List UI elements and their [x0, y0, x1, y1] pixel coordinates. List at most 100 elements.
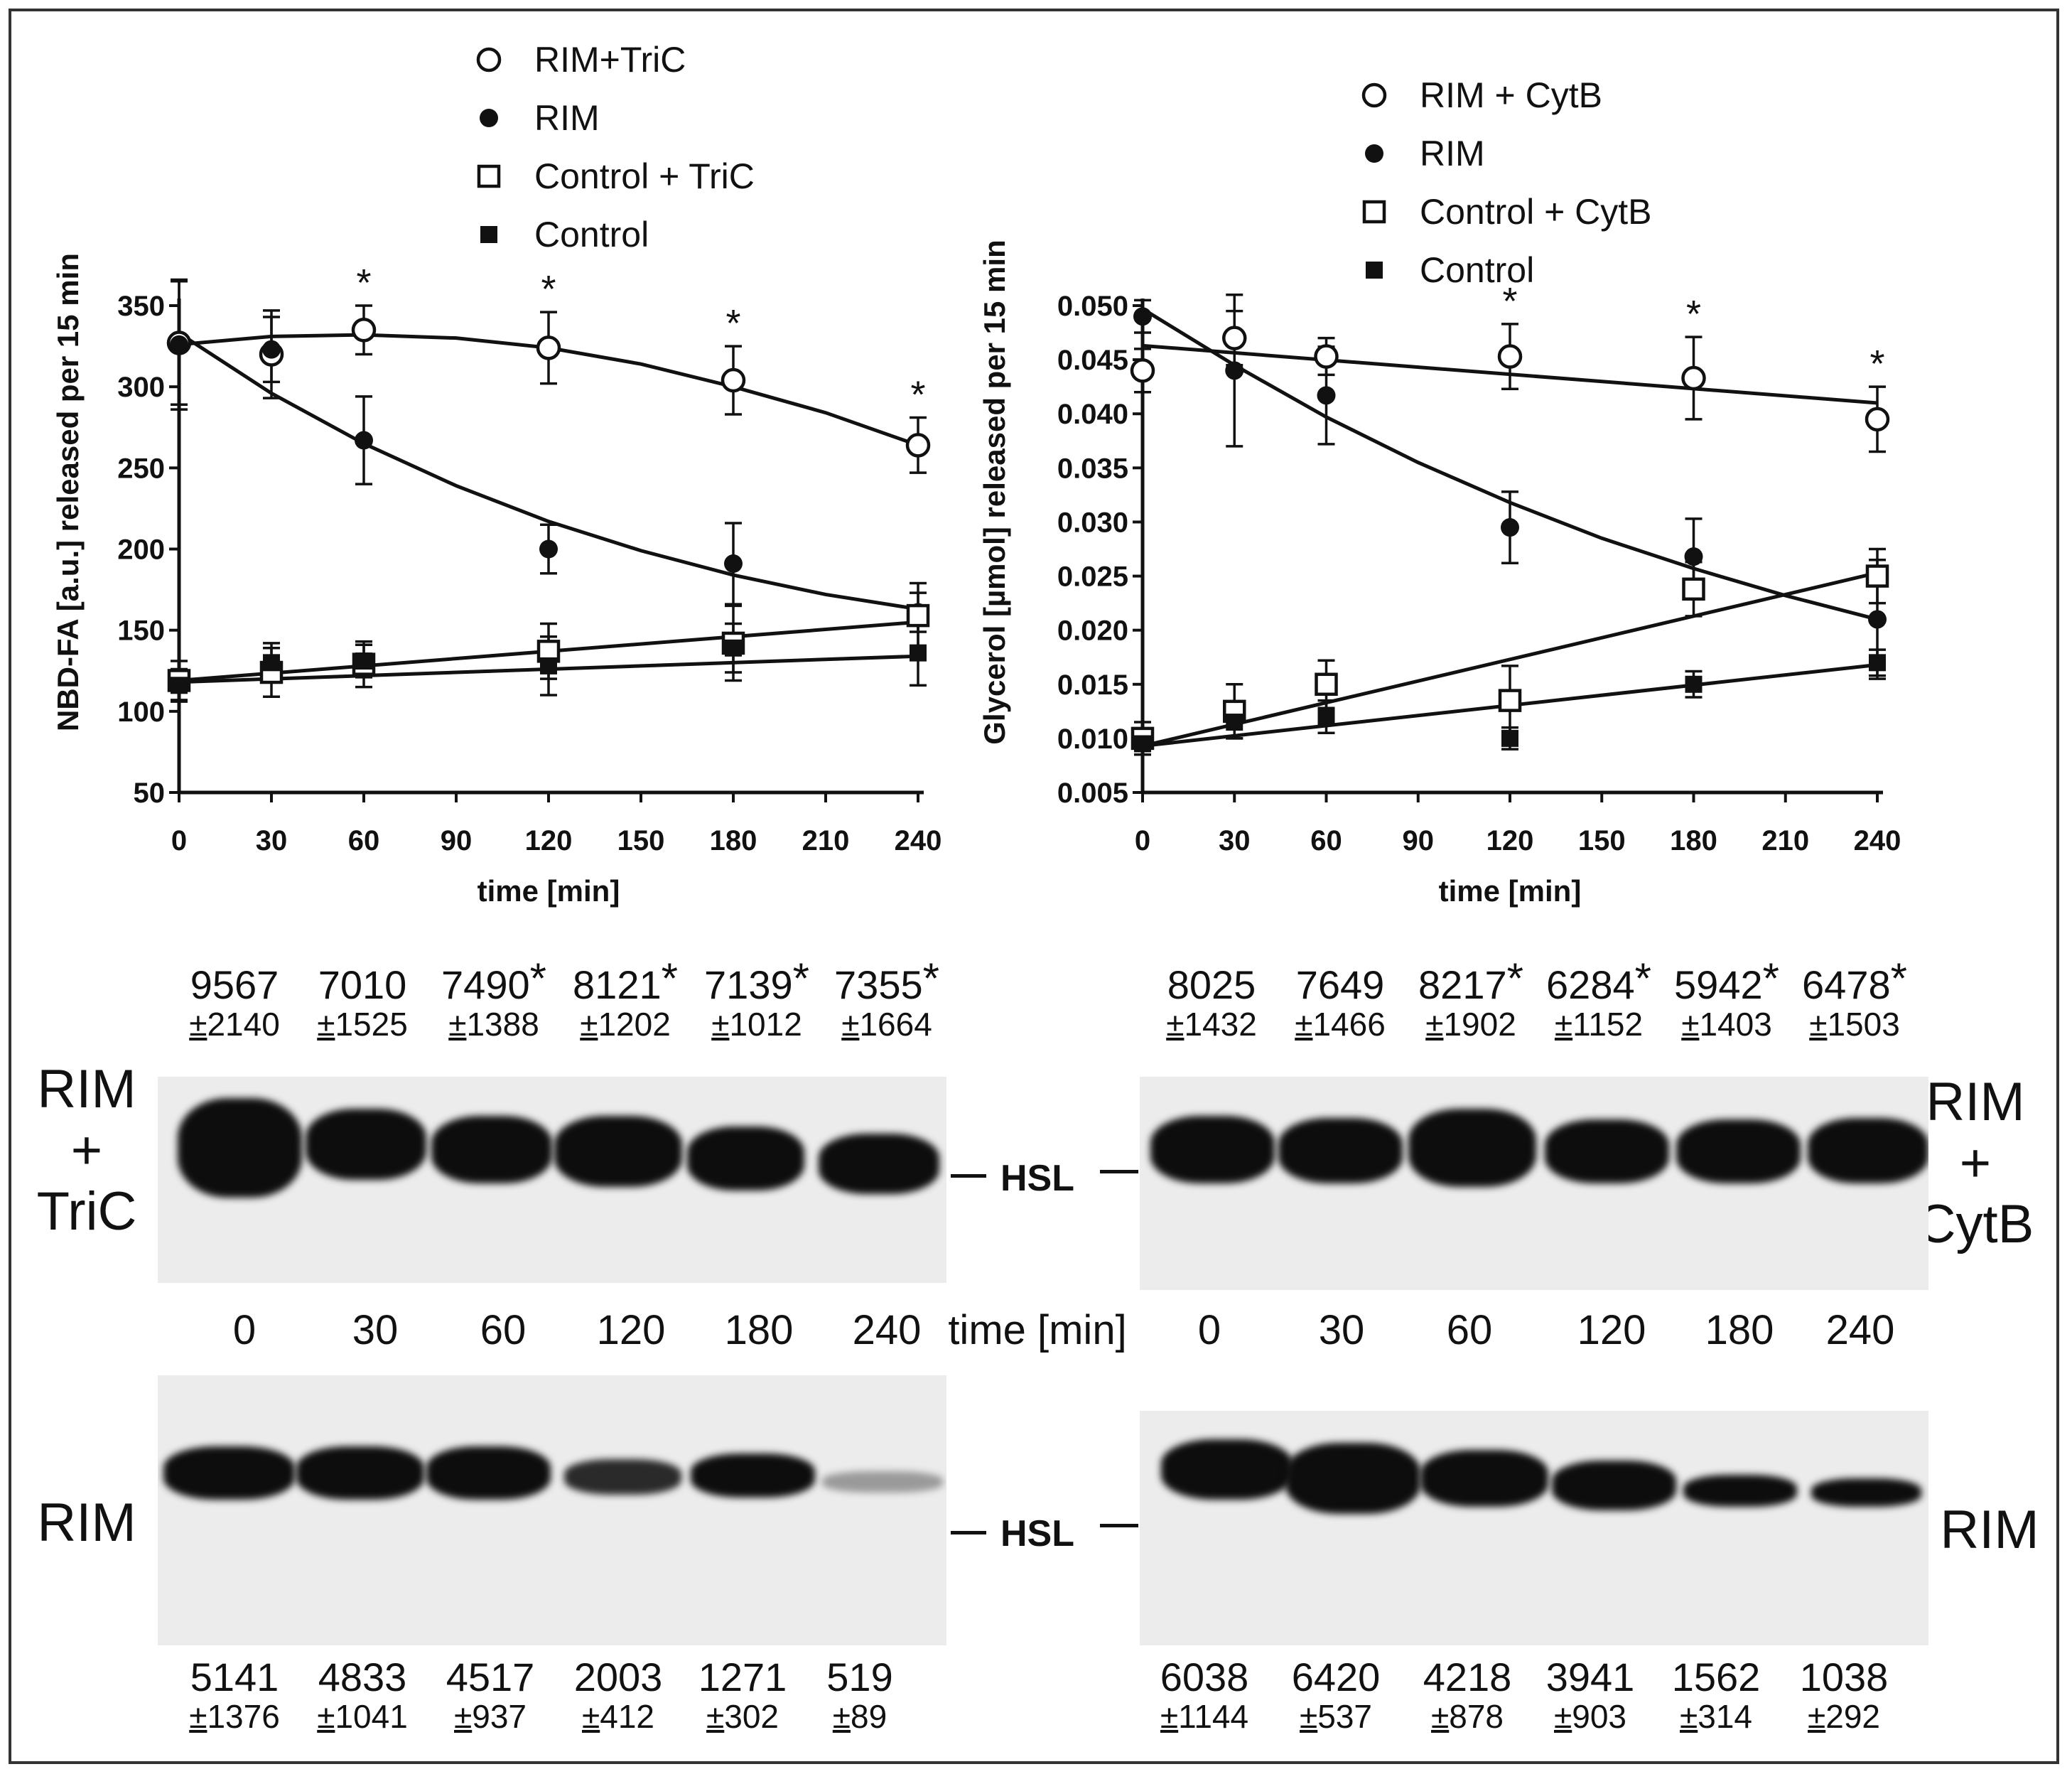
hsl-band — [178, 1098, 302, 1198]
right-top-condition-label: RIM + CytB — [1890, 1072, 2061, 1255]
time-label: 180 — [1705, 1307, 1774, 1353]
quant-value: 7490* ±1388 — [441, 955, 546, 1043]
significance-star: * — [1869, 343, 1884, 385]
fit-curve — [178, 331, 919, 611]
x-tick-label: 90 — [441, 825, 473, 856]
data-point — [1865, 564, 1889, 588]
time-label: 0 — [1197, 1307, 1221, 1353]
time-label: 0 — [232, 1307, 257, 1353]
x-tick-label: 60 — [1310, 825, 1342, 856]
data-point — [1317, 386, 1336, 405]
y-tick-label: 0.040 — [1057, 399, 1128, 430]
y-tick-label: 0.025 — [1057, 561, 1128, 593]
x-tick-label: 240 — [1854, 825, 1901, 856]
data-point — [1133, 307, 1152, 326]
x-tick-label: 150 — [1578, 825, 1626, 856]
hsl-band — [819, 1134, 939, 1194]
significance-star: * — [1502, 280, 1517, 323]
quant-value: 1271 ±302 — [698, 1655, 787, 1735]
hsl-band — [691, 1453, 815, 1498]
hsl-band — [163, 1446, 295, 1500]
x-tick-label: 30 — [256, 825, 288, 856]
blot-image-right-top — [1140, 1077, 1928, 1290]
x-tick-label: 180 — [710, 825, 757, 856]
x-tick-label: 240 — [895, 825, 942, 856]
time-label: 30 — [1318, 1307, 1365, 1353]
data-point — [724, 554, 743, 574]
hsl-band — [554, 1116, 682, 1187]
data-point — [1498, 689, 1522, 712]
y-tick-label: 300 — [117, 372, 165, 403]
legend-marker — [1361, 82, 1387, 108]
data-point — [1684, 547, 1703, 566]
x-tick-label: 150 — [617, 825, 665, 856]
data-point — [1681, 365, 1706, 391]
time-label: 120 — [1577, 1307, 1646, 1353]
data-point — [1315, 672, 1338, 697]
significance-star: * — [1686, 293, 1701, 335]
data-point — [1868, 610, 1887, 629]
left-bottom-condition-label: RIM — [37, 1493, 136, 1553]
hsl-band — [687, 1127, 804, 1190]
hsl-marker-line — [1100, 1524, 1138, 1527]
hsl-band — [1285, 1443, 1420, 1514]
time-label: 60 — [480, 1307, 527, 1353]
quant-value: 4833 ±1041 — [317, 1655, 408, 1735]
figure-frame — [9, 9, 2059, 1764]
y-tick-label: 0.030 — [1057, 507, 1128, 538]
quant-value: 4517 ±937 — [446, 1655, 535, 1735]
y-tick-label: 0.050 — [1057, 291, 1128, 322]
x-tick-label: 60 — [348, 825, 380, 856]
legend-label: Control + TriC — [534, 156, 755, 196]
label-line: TriC — [36, 1181, 137, 1242]
y-tick-label: 0.020 — [1057, 615, 1128, 647]
x-tick-label: 30 — [1219, 825, 1251, 856]
hsl-band — [1161, 1439, 1293, 1500]
data-point — [263, 654, 280, 672]
legend-label: RIM + CytB — [1420, 75, 1602, 115]
y-tick-label: 250 — [117, 453, 165, 484]
right-bottom-condition-label: RIM — [1940, 1500, 2039, 1560]
blot-image-right-bottom — [1140, 1411, 1928, 1645]
data-point — [262, 340, 281, 359]
hsl-band — [822, 1471, 943, 1493]
legend-label: Control + CytB — [1420, 192, 1652, 232]
y-axis-title: Glycerol [µmol] released per 15 min — [978, 240, 1011, 744]
quant-value: 5141 ±1376 — [189, 1655, 280, 1735]
data-point — [536, 335, 561, 360]
quant-value: 1562 ±314 — [1671, 1655, 1761, 1735]
data-point — [1130, 358, 1155, 383]
data-point — [355, 431, 373, 450]
data-point — [1869, 654, 1886, 672]
label-line: CytB — [1916, 1194, 2034, 1254]
data-point — [910, 644, 927, 662]
quant-value: 6284* ±1152 — [1546, 955, 1651, 1043]
y-tick-label: 50 — [134, 778, 166, 809]
data-point — [1501, 729, 1518, 747]
data-point — [171, 677, 188, 694]
legend-marker — [480, 109, 498, 127]
hsl-band — [1408, 1109, 1536, 1187]
y-tick-label: 0.010 — [1057, 724, 1128, 755]
data-point — [1865, 407, 1890, 432]
quant-value: 8121* ±1202 — [573, 955, 678, 1043]
hsl-band — [564, 1459, 681, 1495]
label-line: RIM — [37, 1059, 136, 1119]
legend-marker — [480, 226, 497, 243]
quant-value: 2003 ±412 — [573, 1655, 663, 1735]
y-tick-label: 350 — [117, 291, 165, 322]
legend-label: Control — [534, 215, 649, 254]
significance-star: * — [541, 268, 556, 311]
legend-marker — [476, 47, 502, 72]
quant-value: 6420 ±537 — [1291, 1655, 1381, 1735]
data-point — [355, 652, 372, 670]
data-point — [725, 639, 742, 657]
hsl-band — [1676, 1119, 1801, 1183]
quant-value: 3941 ±903 — [1545, 1655, 1635, 1735]
y-axis-title: NBD-FA [a.u.] released per 15 min — [51, 253, 85, 731]
significance-star: * — [725, 302, 740, 345]
y-tick-label: 200 — [117, 534, 165, 566]
hsl-band — [431, 1116, 552, 1183]
blot-image-left-top — [158, 1077, 946, 1283]
legend-marker — [1362, 200, 1386, 224]
